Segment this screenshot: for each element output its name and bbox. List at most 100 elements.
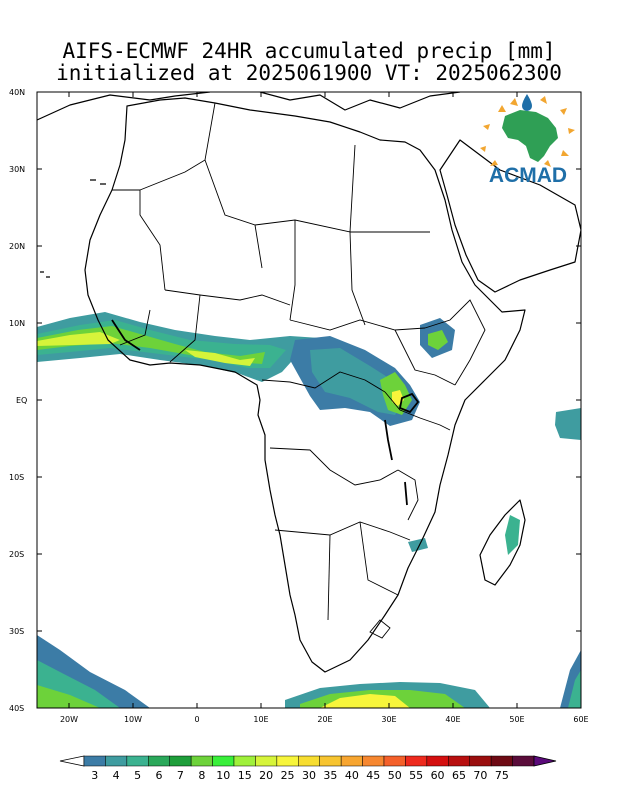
colorbar-swatch [169,755,192,767]
colorbar-swatch [212,755,235,767]
precip-madagascar [505,515,520,555]
colorbar-label: 15 [238,769,252,782]
lat-label: 20N [9,242,25,251]
colorbar-swatch [233,755,256,767]
sun-rays-icon [480,96,575,167]
border [289,220,296,321]
colorbar-under-arrow [59,755,85,767]
colorbar-swatch [512,755,535,767]
precip-ethiopia [428,330,448,350]
colorbar-swatch [405,755,428,767]
lake-tanganyika [384,419,393,461]
colorbar-label: 8 [198,769,205,782]
lake-volta [111,319,141,351]
colorbar-label: 5 [134,769,141,782]
colorbar-swatch [298,755,320,767]
colorbar-label: 50 [388,769,402,782]
colorbar-label: 30 [302,769,316,782]
lon-label: 40E [445,715,460,724]
coastlines [37,92,581,673]
axis-ticks [37,91,582,709]
colorbar-swatch [126,755,149,767]
precip-south-atlantic [37,685,100,708]
colorbar-over-arrow [533,755,557,767]
africa-silhouette-icon [502,110,558,162]
border [397,469,419,521]
border [359,521,399,596]
precip-central-africa [310,348,405,415]
colorbar-swatch [255,755,278,767]
colorbar-label: 25 [281,769,295,782]
lat-label: 20S [9,550,24,559]
colorbar-label: 70 [473,769,487,782]
lon-label: 10W [124,715,142,724]
map-area [37,92,581,708]
border [269,447,399,486]
lon-label: 0 [194,715,199,724]
precip-mozambique [408,538,428,552]
border [394,329,456,386]
border [112,189,166,291]
cape-verde [40,271,50,278]
colorbar-label: 35 [323,769,337,782]
lake-malawi [404,481,408,506]
colorbar-swatch [383,755,406,767]
colorbar-label: 75 [495,769,509,782]
water-drop-icon [522,94,532,111]
colorbar-swatch [469,755,492,767]
colorbar-swatch [448,755,470,767]
acmad-logo: ACMAD [480,94,575,187]
lat-label: 10S [9,473,24,482]
precip-southeast-corner [568,670,581,708]
border [261,371,386,393]
colorbar-label: 40 [345,769,359,782]
colorbar-label: 10 [216,769,230,782]
colorbar-swatch [340,755,363,767]
lon-label: 30E [381,715,396,724]
colorbar-label: 65 [452,769,466,782]
lat-label: EQ [16,396,27,405]
lat-label: 40N [9,88,25,97]
colorbar-label: 6 [156,769,163,782]
colorbar-label: 4 [113,769,120,782]
precip-shading [37,312,581,708]
lat-label: 30N [9,165,25,174]
latitude-labels: 40N 30N 20N 10N EQ 10S 20S 30S 40S [9,88,27,713]
border [424,299,486,386]
colorbar-swatch [190,755,213,767]
europe-coastline [259,92,461,111]
colorbar-label: 60 [431,769,445,782]
colorbar-label: 3 [91,769,98,782]
colorbar-label: 55 [409,769,423,782]
colorbar-swatch [490,755,513,767]
colorbar-swatch [426,755,449,767]
country-borders [112,102,486,639]
colorbar-swatch [105,755,128,767]
precip-southern-ocean [320,694,410,708]
madeira-canaries [90,179,106,185]
border [289,319,426,331]
colorbar-label: 7 [177,769,184,782]
lon-label: 20W [60,715,78,724]
map-title-line-2: initialized at 2025061900 VT: 2025062300 [56,61,562,85]
colorbar-swatch [362,755,385,767]
madagascar-coastline [479,499,526,586]
colorbar-label: 20 [259,769,273,782]
logo-text: ACMAD [489,164,567,187]
border [327,534,331,621]
longitude-labels: 20W 10W 0 10E 20E 30E 40E 50E 60E [60,715,589,724]
lat-label: 10N [9,319,25,328]
map-title-line-1: AIFS-ECMWF 24HR accumulated precip [mm] [62,39,556,63]
lon-label: 10E [253,715,268,724]
colorbar-swatch [148,755,170,767]
colorbar-swatch [319,755,342,767]
precip-indian-ocean [555,408,581,440]
border [274,521,411,541]
precip-west-africa-band [185,350,255,366]
border [164,289,291,306]
africa-coastline [84,97,526,673]
lat-label: 40S [9,704,24,713]
lon-label: 20E [317,715,332,724]
arabia-coastline [439,139,581,293]
